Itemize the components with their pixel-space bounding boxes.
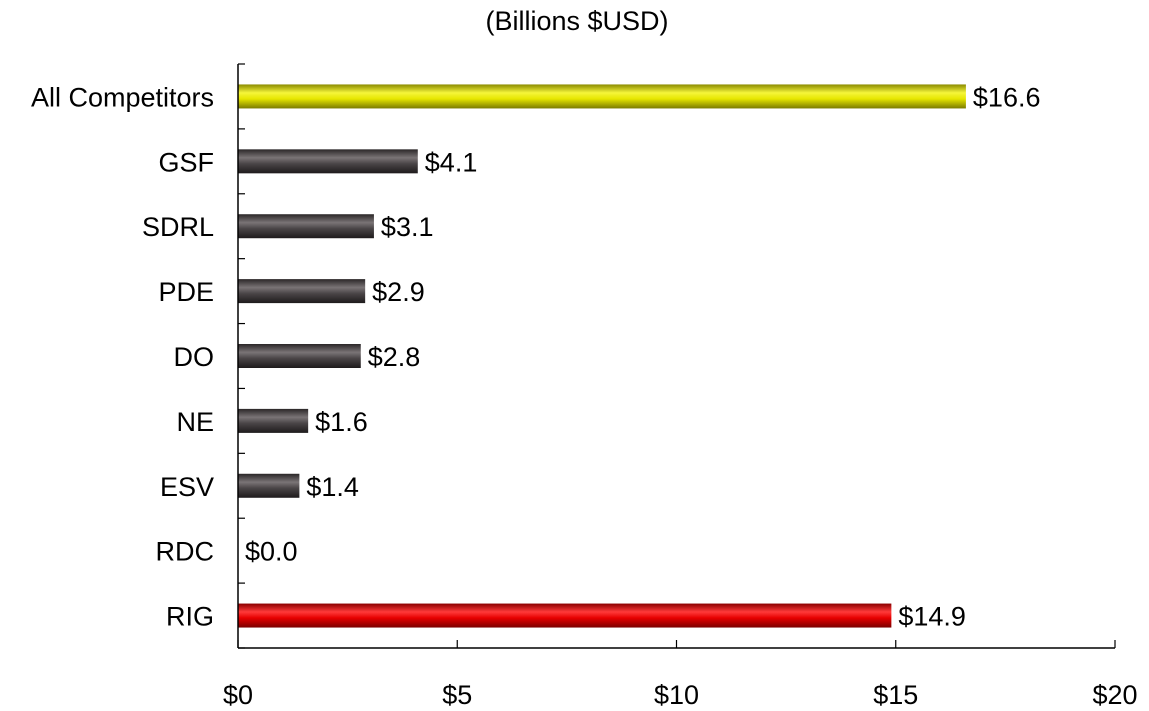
value-label: $3.1: [381, 212, 434, 242]
bar-do: [238, 344, 361, 368]
category-label: SDRL: [142, 212, 214, 242]
category-label: RIG: [166, 602, 214, 632]
axes-layer: [237, 63, 1116, 649]
bar-rig: [238, 603, 892, 628]
value-label: $2.9: [372, 277, 425, 307]
bars-layer: [238, 84, 966, 628]
labels-layer: $16.6 All Competitors $4.1 GSF $3.1 SDRL $2.9 P…: [31, 82, 1138, 710]
bar-sdrl: [238, 214, 374, 239]
x-tick-label: $5: [442, 680, 472, 710]
chart-subtitle: (Billions $USD): [485, 6, 669, 36]
bar-gsf: [238, 149, 418, 174]
category-label: RDC: [156, 537, 215, 567]
value-label: $1.4: [306, 472, 359, 502]
x-tick-label: $10: [654, 680, 699, 710]
value-label: $2.8: [368, 342, 421, 372]
x-tick-label: $20: [1092, 680, 1137, 710]
value-label: $0.0: [245, 537, 298, 567]
value-label: $16.6: [973, 82, 1041, 112]
bar-all-competitors: [238, 84, 966, 109]
category-label: GSF: [158, 147, 214, 177]
category-label: PDE: [158, 277, 214, 307]
category-label: ESV: [160, 472, 214, 502]
value-label: $4.1: [425, 147, 478, 177]
bar-ne: [238, 408, 309, 433]
value-label: $1.6: [315, 407, 368, 437]
x-tick-label: $15: [873, 680, 918, 710]
category-label: NE: [176, 407, 214, 437]
category-label: DO: [174, 342, 215, 372]
bar-pde: [238, 279, 366, 304]
x-tick-label: $0: [223, 680, 253, 710]
category-label: All Competitors: [31, 82, 214, 112]
value-label: $14.9: [898, 602, 966, 632]
bar-esv: [238, 473, 300, 498]
